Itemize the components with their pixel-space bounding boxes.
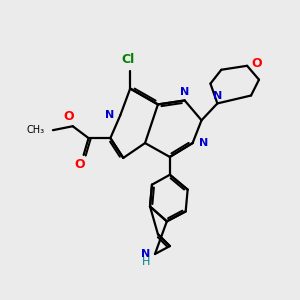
Text: N: N	[180, 86, 189, 97]
Text: H: H	[142, 257, 150, 267]
Text: CH₃: CH₃	[27, 125, 45, 135]
Text: O: O	[63, 110, 74, 123]
Text: N: N	[199, 138, 208, 148]
Text: N: N	[105, 110, 114, 120]
Text: O: O	[251, 57, 262, 70]
Text: O: O	[74, 158, 85, 171]
Text: Cl: Cl	[122, 53, 135, 66]
Text: N: N	[213, 92, 222, 101]
Text: N: N	[141, 249, 150, 259]
